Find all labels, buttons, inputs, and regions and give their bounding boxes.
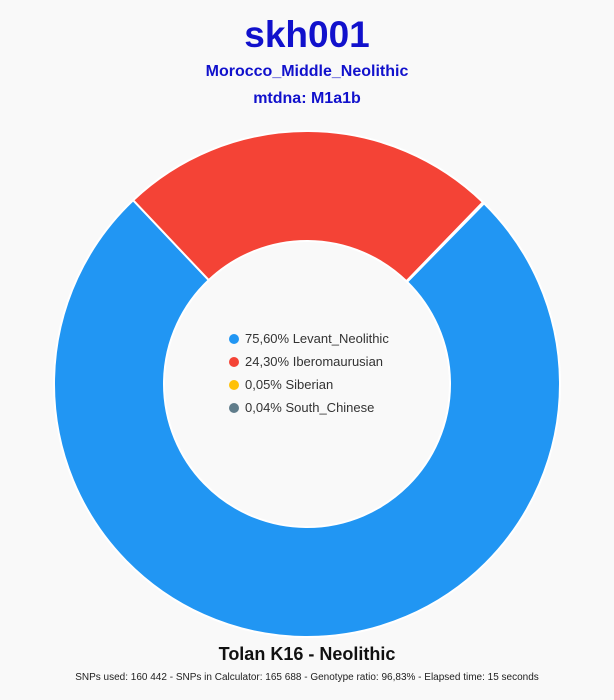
population-subtitle: Morocco_Middle_Neolithic xyxy=(205,63,409,80)
legend-label: 24,30% Iberomaurusian xyxy=(245,354,384,369)
slice-iberomaurusian[interactable] xyxy=(131,130,485,283)
legend-label: 75,60% Levant_Neolithic xyxy=(245,331,389,346)
chart-legend: 75,60% Levant_Neolithic 24,30% Iberomauru… xyxy=(229,327,389,419)
legend-dot-icon xyxy=(229,356,239,367)
slice-south-chinese[interactable] xyxy=(405,201,486,284)
legend-item-south-chinese[interactable]: 0,04% South_Chinese xyxy=(229,396,389,419)
legend-label: 0,04% South_Chinese xyxy=(245,400,375,415)
sample-title: skh001 xyxy=(244,14,370,55)
legend-item-iberomaurusian[interactable]: 24,30% Iberomaurusian xyxy=(229,350,389,373)
snp-stats: SNPs used: 160 442 - SNPs in Calculator:… xyxy=(75,672,539,683)
calculator-name: Tolan K16 - Neolithic xyxy=(218,644,396,664)
legend-dot-icon xyxy=(229,333,239,344)
legend-label: 0,05% Siberian xyxy=(245,377,334,392)
slice-levant-neolithic[interactable] xyxy=(53,198,561,638)
legend-item-siberian[interactable]: 0,05% Siberian xyxy=(229,373,389,396)
mtdna-label: mtdna: M1a1b xyxy=(253,90,361,107)
legend-item-levant-neolithic[interactable]: 75,60% Levant_Neolithic xyxy=(229,327,389,350)
legend-dot-icon xyxy=(229,402,239,413)
legend-dot-icon xyxy=(229,379,239,390)
